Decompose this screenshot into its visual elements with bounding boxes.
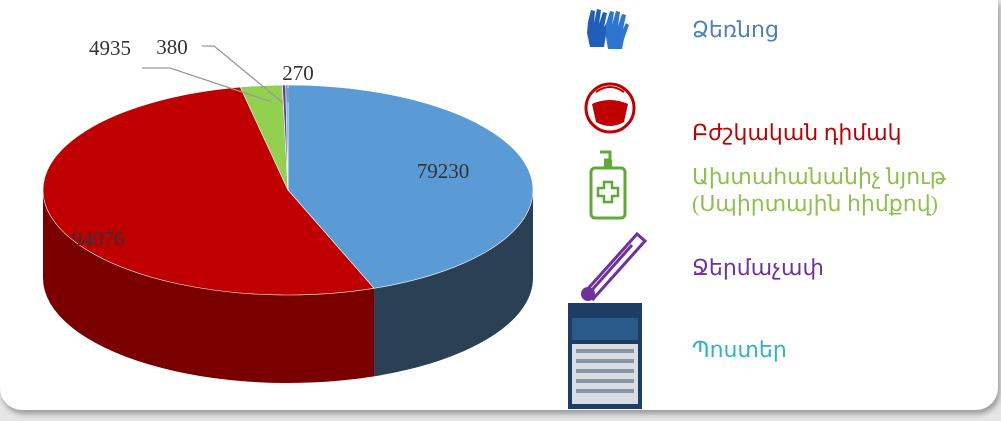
sanitizer-icon [589,150,627,220]
slice [287,84,534,289]
poster-icon [568,303,642,409]
legend-label: Ախտահանանիչ նյութ (Սպիրտային հիմքով) [692,164,946,216]
thermometer-icon [581,231,648,302]
data-label: 270 [282,61,314,85]
pie [42,84,534,383]
slice [42,86,375,296]
gloves-icon [587,9,629,49]
leader-lines [142,45,289,103]
mask-icon [584,82,636,134]
slice [285,84,289,191]
data-label: 4935 [89,36,131,60]
legend-label: Ձեռնոց [692,17,779,42]
legend-label: Բժշկական դիմակ [692,120,902,145]
legend-label: Պոստեր [692,337,787,362]
data-label: 380 [156,35,188,59]
legend-label: Ջերմաչափ [692,255,824,280]
slice-side [374,190,533,377]
data-label: 94076 [72,227,125,251]
data-label: 79230 [417,159,470,183]
slice-side [43,190,375,383]
